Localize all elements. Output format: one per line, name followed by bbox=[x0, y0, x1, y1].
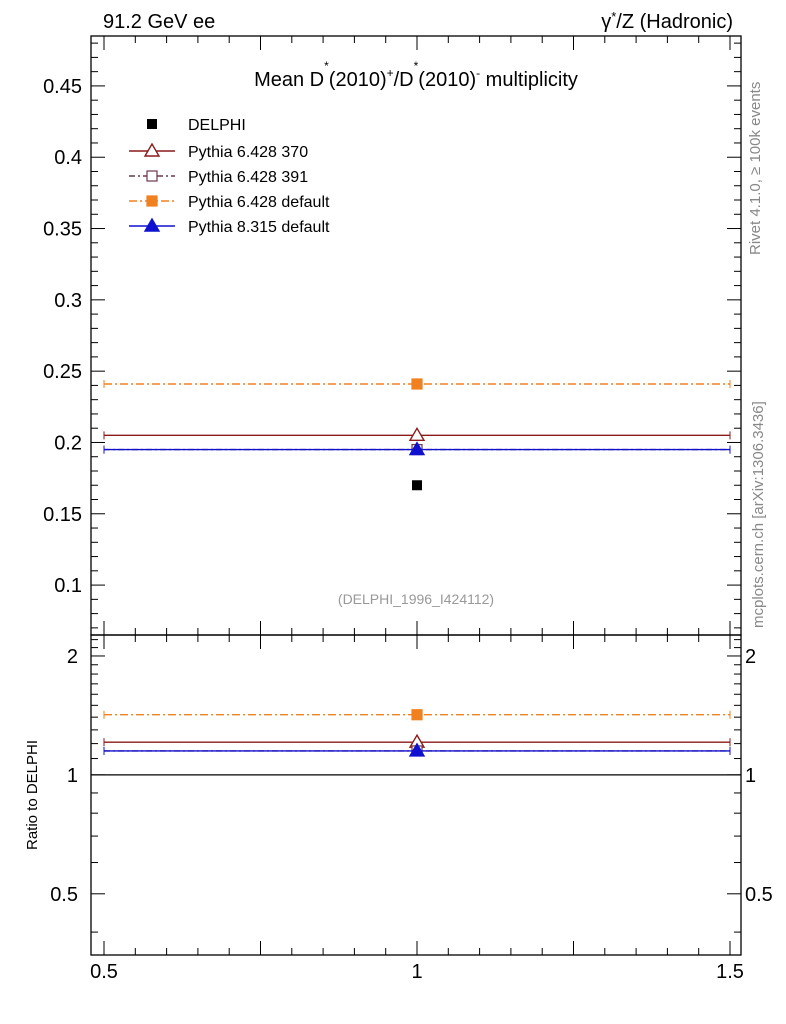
ratio-y-tick-label-left: 0.5 bbox=[50, 884, 78, 906]
title-part-5: multiplicity bbox=[480, 69, 578, 91]
legend-marker bbox=[143, 142, 161, 157]
title-sup-4: - bbox=[476, 66, 480, 80]
title-sup-3: * bbox=[414, 59, 419, 73]
title-part-3: /D bbox=[394, 69, 414, 91]
ratio-y-tick-label-right: 1 bbox=[745, 765, 756, 787]
series-marker-ratio bbox=[411, 709, 423, 721]
ratio-y-axis-label: Ratio to DELPHI bbox=[24, 740, 41, 850]
legend: DELPHI Pythia 6.428 370 Pythia 6.428 391 Py… bbox=[129, 117, 330, 236]
legend-label-delphi: DELPHI bbox=[188, 117, 246, 134]
x-tick-label: 1.5 bbox=[716, 961, 744, 983]
title-sup-1: * bbox=[324, 59, 329, 73]
analysis-id-label: (DELPHI_1996_I424112) bbox=[338, 591, 494, 607]
plot-title: Mean D*(2010)+/D*(2010)- multiplicity bbox=[254, 59, 578, 91]
main-y-tick-label: 0.45 bbox=[43, 76, 82, 98]
legend-label: Pythia 6.428 391 bbox=[188, 169, 308, 186]
axis-ticks: 0.5 1 1.5 0.1 0.15 0.2 0.25 0.3 0.35 0.4 0.45 0.5 0.… bbox=[43, 36, 773, 983]
ratio-y-tick-label-right: 0.5 bbox=[745, 884, 773, 906]
legend-marker bbox=[146, 195, 158, 207]
legend-label: Pythia 6.428 370 bbox=[188, 144, 308, 161]
main-y-tick-label: 0.35 bbox=[43, 219, 82, 241]
ratio-plot-frame bbox=[90, 634, 742, 956]
title-sup-2: + bbox=[387, 66, 394, 80]
header-process-star: * bbox=[611, 9, 616, 24]
header-energy-label: 91.2 GeV ee bbox=[103, 11, 215, 33]
header-process-gamma: γ bbox=[601, 11, 611, 33]
series-marker-main bbox=[408, 426, 426, 442]
series-marker-main bbox=[411, 378, 423, 390]
series-marker-main bbox=[408, 441, 426, 456]
main-y-tick-label: 0.1 bbox=[54, 575, 82, 597]
series-layer bbox=[103, 378, 731, 757]
legend-marker bbox=[146, 170, 158, 182]
header-process-label: γ*/Z (Hadronic) bbox=[601, 9, 733, 33]
legend-label: Pythia 8.315 default bbox=[188, 219, 330, 236]
x-tick-label: 1 bbox=[411, 961, 422, 983]
title-part-1: Mean D bbox=[254, 69, 324, 91]
ratio-y-tick-label-left: 2 bbox=[67, 646, 78, 668]
header-process-rest: /Z (Hadronic) bbox=[616, 11, 733, 33]
ratio-y-tick-label-left: 1 bbox=[67, 765, 78, 787]
title-part-4: (2010) bbox=[418, 69, 476, 91]
x-tick-label: 0.5 bbox=[90, 961, 118, 983]
data-point-delphi bbox=[412, 480, 422, 491]
title-part-2: (2010) bbox=[329, 69, 387, 91]
main-y-tick-label: 0.25 bbox=[43, 361, 82, 383]
main-y-tick-label: 0.2 bbox=[54, 432, 82, 454]
ratio-y-tick-label-right: 2 bbox=[745, 646, 756, 668]
series-marker-ratio bbox=[408, 742, 426, 757]
main-y-tick-label: 0.15 bbox=[43, 504, 82, 526]
legend-marker bbox=[143, 217, 161, 232]
mcplots-reference-label: mcplots.cern.ch [arXiv:1306.3436] bbox=[750, 401, 767, 628]
main-y-tick-label: 0.4 bbox=[54, 147, 82, 169]
legend-marker-delphi bbox=[147, 119, 157, 129]
rivet-version-label: Rivet 4.1.0, ≥ 100k events bbox=[747, 82, 764, 255]
legend-label: Pythia 6.428 default bbox=[188, 194, 330, 211]
main-y-tick-label: 0.3 bbox=[54, 290, 82, 312]
